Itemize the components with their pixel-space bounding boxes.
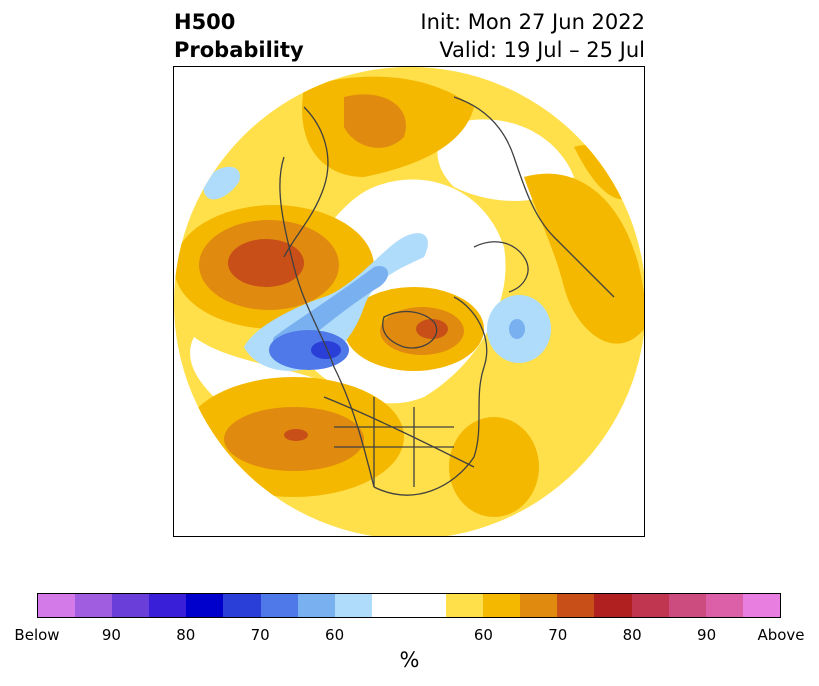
canada-blue [269,330,349,370]
eurasia-gold [524,173,644,344]
map-dates: Init: Mon 27 Jun 2022 Valid: 19 Jul – 25… [420,8,645,64]
colorbar-segment [260,594,298,617]
colorbar-tick-label: 90 [697,626,717,644]
valid-date-label: Valid: 19 Jul – 25 Jul [439,38,645,62]
greenland-dark-orange [416,319,448,339]
colorbar-segment [520,594,558,617]
init-date-label: Init: Mon 27 Jun 2022 [420,10,645,34]
probability-field [174,67,644,536]
map-title: H500 Probability [174,8,304,64]
pacific-dark-orange [228,239,304,287]
colorbar-segment [594,594,632,617]
colorbar-segment [334,594,372,617]
southwest-dark-orange [284,429,308,441]
colorbar-segment [483,594,521,617]
title-line-1: H500 [174,10,236,34]
arctic-orange-region [344,94,406,148]
colorbar-segment [408,594,447,617]
colorbar [37,593,781,618]
colorbar-tick-label: Above [757,626,805,644]
colorbar-segment [223,594,261,617]
colorbar-segment [557,594,595,617]
colorbar-unit-label: % [399,648,420,672]
atlantic-gold [449,417,539,517]
colorbar-segment [112,594,150,617]
colorbar-ticks: Below 90 80 70 60 60 70 80 90 Above [0,626,819,646]
colorbar-segment [38,594,76,617]
colorbar-segment [75,594,113,617]
colorbar-tick-label: 70 [250,626,270,644]
colorbar-tick-label: 60 [325,626,345,644]
canada-mid-blue [273,266,389,348]
colorbar-tick-label: 70 [548,626,568,644]
pacific-light-blue [203,166,240,200]
probability-map [173,66,645,537]
colorbar-segment [446,594,484,617]
coastlines [279,96,615,496]
colorbar-segment [705,594,743,617]
colorbar-segment [371,594,409,617]
colorbar-tick-label: 80 [176,626,196,644]
map-canvas [174,67,644,536]
colorbar-segment [297,594,335,617]
scandinavia-mid-blue [509,319,525,339]
colorbar-segment [186,594,224,617]
title-line-2: Probability [174,38,304,62]
colorbar-tick-label: 80 [622,626,642,644]
canada-dark-blue [311,341,341,359]
colorbar-segment [668,594,706,617]
colorbar-tick-label: 60 [473,626,493,644]
colorbar-segment [149,594,187,617]
colorbar-tick-label: 90 [101,626,121,644]
colorbar-tick-label: Below [14,626,60,644]
colorbar-segment [742,594,780,617]
colorbar-segment [631,594,669,617]
